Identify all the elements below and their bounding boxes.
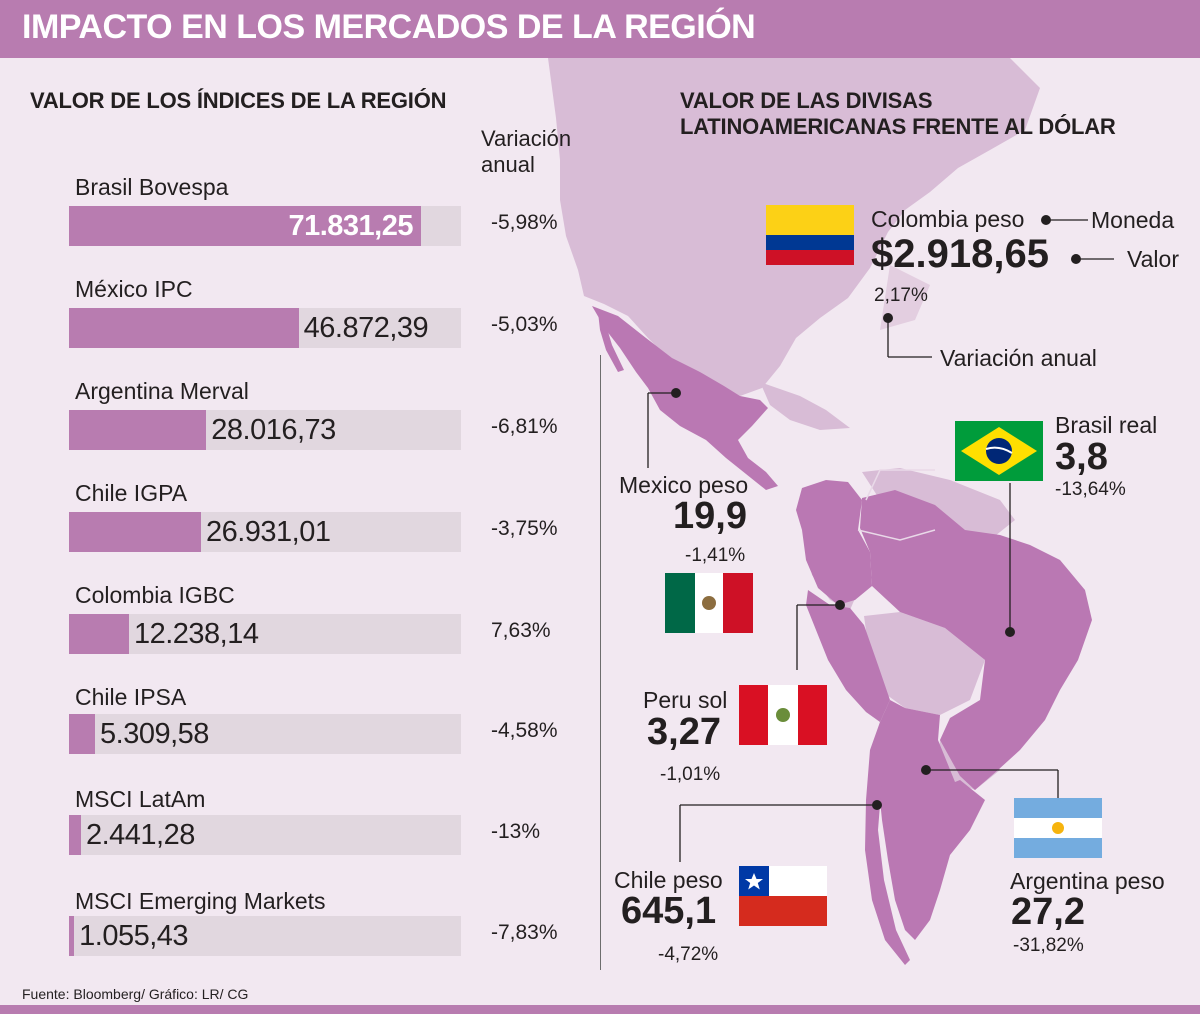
annual-variation: -4,58% [491,719,558,742]
currency-value-peru: 3,27 [647,711,721,753]
country-borders [857,469,936,541]
chile-flag-icon [739,866,827,926]
currency-name-peru: Peru sol [643,687,728,713]
index-name: MSCI LatAm [75,786,206,812]
variation-header: Variación anual [481,126,571,178]
colombia-flag-icon [766,205,854,265]
bar-track: 1.055,43 [69,916,461,956]
bar-value-label: 2.441,28 [85,819,195,851]
legend-currency-label: Moneda [1091,207,1175,233]
index-name: Chile IGPA [75,480,188,506]
currency-name-colombia: Colombia peso [871,206,1025,232]
bar [69,815,81,855]
index-name: MSCI Emerging Markets [75,888,326,914]
annual-variation: 7,63% [491,619,551,642]
currency-value-colombia: $2.918,65 [871,232,1049,276]
legend-value-label: Valor [1127,246,1179,272]
currencies-title-line-1: VALOR DE LAS DIVISAS [680,88,933,113]
annual-variation: -3,75% [491,517,558,540]
currency-value-brazil: 3,8 [1055,436,1108,478]
currency-value-chile: 645,1 [621,890,717,932]
bar-track: 28.016,73 [69,410,461,450]
bar-track: 46.872,39 [69,308,461,348]
bar [69,206,421,246]
index-name: Colombia IGBC [75,582,235,608]
annual-variation: -5,03% [491,313,558,336]
currency-name-brazil: Brasil real [1055,412,1158,438]
annual-variation: -6,81% [491,415,558,438]
bar-track: 5.309,58 [69,714,461,754]
bar-track: 71.831,25 [69,206,461,246]
bar-value-label: 5.309,58 [100,718,209,750]
argentina-flag-icon [1014,798,1102,858]
bottom-bar [0,1005,1200,1014]
currency-variation-brazil: -13,64% [1055,479,1126,500]
currency-name-chile: Chile peso [614,867,723,893]
annual-variation: -7,83% [491,921,558,944]
legend-variation-label: Variación anual [940,345,1097,371]
bar-value-label: 71.831,25 [288,210,413,242]
index-name: México IPC [75,276,193,302]
currency-variation-argentina: -31,82% [1013,935,1084,956]
bar [69,916,75,956]
currencies-title-line-2: LATINOAMERICANAS FRENTE AL DÓLAR [680,114,1116,139]
bar-track: 2.441,28 [69,815,461,855]
currency-name-mexico: Mexico peso [619,472,749,498]
currency-variation-chile: -4,72% [658,944,719,965]
vertical-divider [600,355,601,970]
currency-variation-colombia: 2,17% [874,285,928,306]
currency-value-argentina: 27,2 [1011,891,1085,933]
annual-variation: -13% [491,820,541,843]
peru-flag-icon [739,685,827,745]
bar-track: 26.931,01 [69,512,461,552]
indices-section-title: VALOR DE LOS ÍNDICES DE LA REGIÓN [30,88,447,113]
page-title: IMPACTO EN LOS MERCADOS DE LA REGIÓN [22,8,756,46]
annual-variation: -5,98% [491,211,558,234]
brazil-flag-icon [955,421,1043,481]
bar-value-label: 46.872,39 [303,312,429,344]
bar [69,308,299,348]
leader-dots [671,215,1081,810]
currencies-section-title: VALOR DE LAS DIVISAS LATINOAMERICANAS FR… [680,88,1116,140]
currency-name-argentina: Argentina peso [1010,868,1165,894]
source-note: Fuente: Bloomberg/ Gráfico: LR/ CG [22,986,249,1002]
index-name: Argentina Merval [75,378,249,404]
bar-value-label: 26.931,01 [205,516,331,548]
bar-value-label: 28.016,73 [211,414,336,446]
highlighted-countries [592,306,1092,965]
currency-variation-mexico: -1,41% [685,545,746,566]
currency-variation-peru: -1,01% [660,764,721,785]
variation-header-line-2: anual [481,152,535,177]
bar [69,714,96,754]
variation-header-line-1: Variación [481,126,572,151]
index-name: Brasil Bovespa [75,174,229,200]
title-bar: IMPACTO EN LOS MERCADOS DE LA REGIÓN [0,0,1200,58]
index-name: Chile IPSA [75,684,187,710]
bar-track: 12.238,14 [69,614,461,654]
currency-value-mexico: 19,9 [673,495,747,537]
bar-value-label: 12.238,14 [133,618,259,650]
bar [69,512,201,552]
leader-lines [647,219,1114,862]
bar [69,410,207,450]
bar-value-label: 1.055,43 [79,920,189,952]
bar [69,614,129,654]
mexico-flag-icon [665,573,753,633]
